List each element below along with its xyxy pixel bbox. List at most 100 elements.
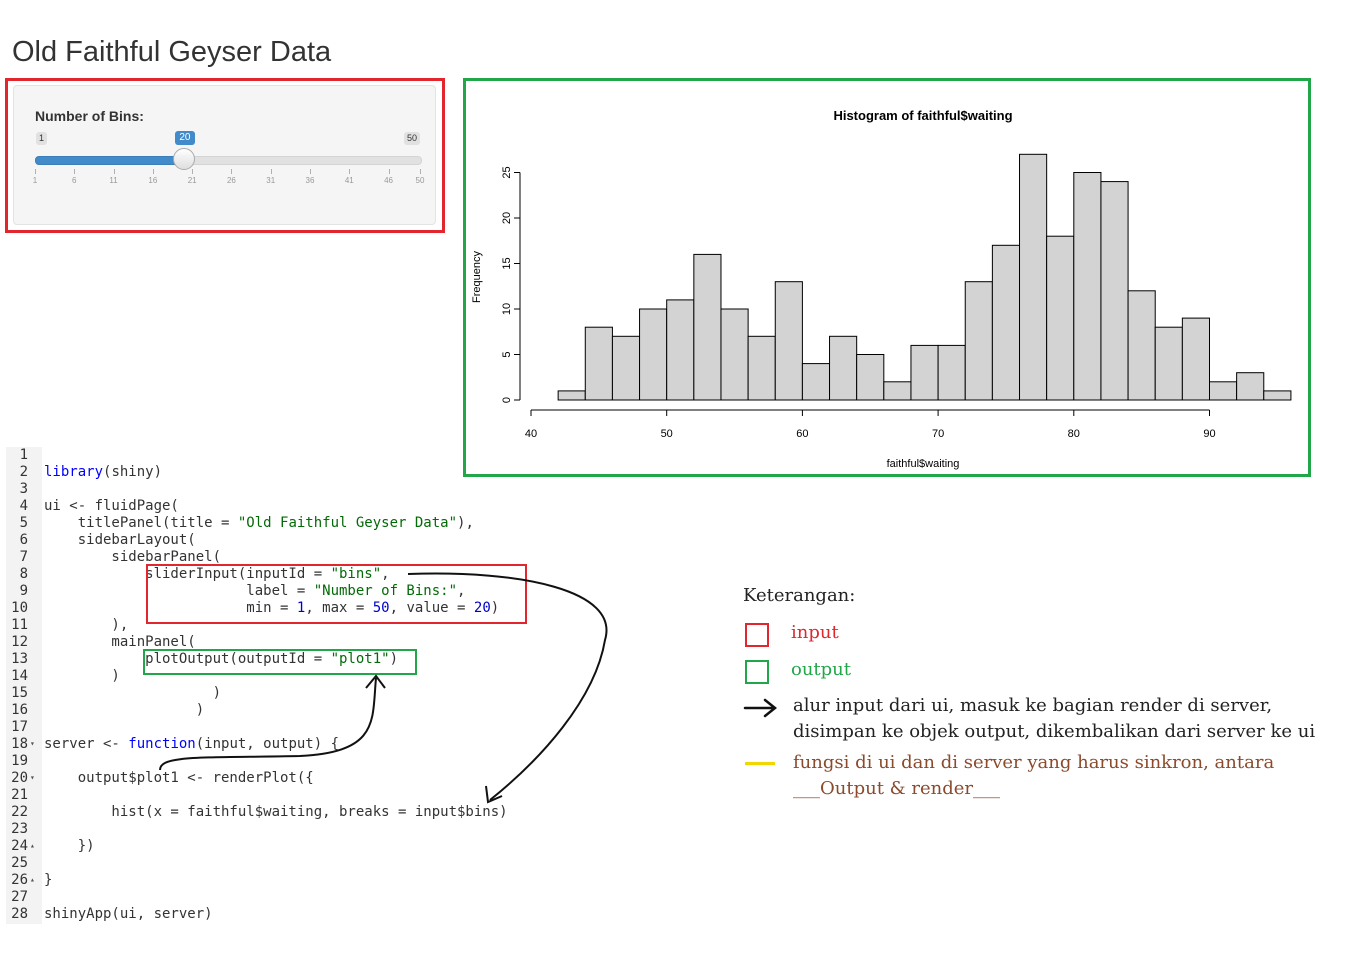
slider-grid-tick	[231, 169, 233, 174]
histogram-bar	[1181, 317, 1210, 401]
histogram-bar	[666, 299, 695, 401]
code-line[interactable]: ),	[44, 617, 129, 633]
slider-min-label: 1	[36, 132, 48, 145]
slider-grid-tick	[152, 169, 154, 174]
line-number: 9	[19, 583, 28, 599]
slider-grid-label: 46	[384, 176, 394, 185]
y-tick-label: 15	[501, 257, 513, 269]
code-line[interactable]: plotOutput(outputId = "plot1")	[44, 651, 399, 667]
line-number: 7	[19, 549, 28, 565]
code-line[interactable]: sliderInput(inputId = "bins",	[44, 566, 390, 582]
code-line[interactable]: )	[44, 685, 222, 701]
legend-input-label: input	[791, 622, 839, 643]
code-line[interactable]: library(shiny)	[44, 464, 163, 480]
histogram-bar	[720, 308, 749, 401]
code-line[interactable]: sidebarLayout(	[44, 532, 196, 548]
line-number: 19	[11, 753, 28, 769]
fold-toggle-icon[interactable]: ▴	[30, 875, 35, 884]
slider-grid-label: 41	[344, 176, 354, 185]
x-axis-label: faithful$waiting	[887, 458, 960, 470]
slider-input-highlight	[146, 564, 527, 624]
code-line[interactable]: )	[44, 702, 205, 718]
line-number: 20	[11, 770, 28, 786]
page-title: Old Faithful Geyser Data	[12, 36, 332, 68]
slider-grid-tick	[74, 169, 76, 174]
arrow-right-icon	[743, 698, 778, 718]
line-number: 3	[19, 481, 28, 497]
histogram-bar	[774, 281, 803, 401]
fold-toggle-icon[interactable]: ▾	[30, 739, 35, 748]
slider-grid-tick	[349, 169, 351, 174]
line-number: 16	[11, 702, 28, 718]
legend-output-swatch	[745, 660, 769, 684]
code-line[interactable]: )	[44, 668, 120, 684]
histogram-bar	[801, 363, 831, 401]
code-line[interactable]: sidebarPanel(	[44, 549, 222, 565]
code-line[interactable]: ui <- fluidPage(	[44, 498, 179, 514]
legend-arrow-text-1: alur input dari ui, masuk ke bagian rend…	[793, 695, 1273, 716]
line-number: 22	[11, 804, 28, 820]
line-number: 18	[11, 736, 28, 752]
slider-grid-tick	[192, 169, 194, 174]
input-highlight-box: Number of Bins: 1 50 20 1 6 11 16 21 26 31 36 41…	[5, 78, 445, 233]
slider-grid-label: 16	[148, 176, 158, 185]
line-number: 27	[11, 889, 28, 905]
slider-grid-label: 31	[266, 176, 276, 185]
histogram-bar	[1073, 172, 1102, 401]
x-tick-label: 40	[525, 428, 537, 440]
slider-grid-label: 6	[72, 176, 77, 185]
slider-value-label: 20	[175, 131, 195, 145]
code-line[interactable]: server <- function(input, output) {	[44, 736, 340, 752]
slider-grid-label: 1	[32, 176, 38, 185]
line-number: 4	[19, 498, 28, 514]
x-tick-label: 70	[932, 428, 944, 440]
line-number: 5	[19, 515, 28, 531]
code-line[interactable]: titlePanel(title = "Old Faithful Geyser …	[44, 515, 474, 531]
histogram-bar	[910, 344, 939, 401]
line-number: 12	[11, 634, 28, 650]
slider-grid-tick	[113, 169, 115, 174]
line-number-gutter	[6, 447, 42, 924]
legend-arrow-text-2: disimpan ke objek output, dikembalikan d…	[793, 721, 1316, 742]
histogram-bar	[584, 326, 613, 401]
code-line[interactable]: }	[44, 872, 53, 888]
legend-yellow-line	[745, 762, 775, 765]
slider-grid-label: 21	[187, 176, 197, 185]
histogram-bar	[1046, 235, 1075, 401]
output-highlight-box: Histogram of faithful$waiting 40 50 60 70 80 9…	[463, 78, 1311, 477]
line-number: 25	[11, 855, 28, 871]
line-number: 11	[11, 617, 28, 633]
code-line[interactable]: output$plot1 <- renderPlot({	[44, 770, 314, 786]
fold-toggle-icon[interactable]: ▴	[30, 841, 35, 850]
histogram-bar	[991, 244, 1021, 401]
slider-grid-label: 11	[109, 176, 118, 185]
slider-max-label: 50	[404, 132, 421, 145]
fold-toggle-icon[interactable]: ▾	[30, 773, 35, 782]
histogram-bar	[964, 281, 993, 401]
legend-yellow-text-1: fungsi di ui dan di server yang harus si…	[793, 752, 1275, 773]
y-tick-label: 5	[501, 351, 513, 357]
x-tick-label: 80	[1068, 428, 1080, 440]
slider-handle[interactable]	[173, 148, 196, 170]
code-line[interactable]: mainPanel(	[44, 634, 196, 650]
code-editor[interactable]: 1 2 library(shiny) 3 4 ui <- fluidPage( 5 titl…	[6, 447, 546, 927]
line-number: 6	[19, 532, 28, 548]
histogram-bar	[1100, 181, 1129, 401]
code-line[interactable]: shinyApp(ui, server)	[44, 906, 213, 922]
histogram-bar	[639, 308, 668, 401]
histogram-bar	[1263, 390, 1292, 401]
line-number: 17	[11, 719, 28, 735]
legend-output-label: output	[791, 659, 852, 680]
line-number: 1	[19, 447, 28, 463]
x-tick-label: 50	[661, 428, 673, 440]
code-line[interactable]: })	[44, 838, 95, 854]
slider-grid-tick	[420, 169, 421, 174]
x-tick-label: 60	[796, 428, 808, 440]
line-number: 24	[11, 838, 28, 854]
line-number: 28	[11, 906, 28, 922]
line-number: 13	[11, 651, 28, 667]
slider-grid-tick	[270, 169, 272, 174]
code-line[interactable]: hist(x = faithful$waiting, breaks = inpu…	[44, 804, 508, 820]
slider-grid-label: 50	[415, 176, 425, 185]
